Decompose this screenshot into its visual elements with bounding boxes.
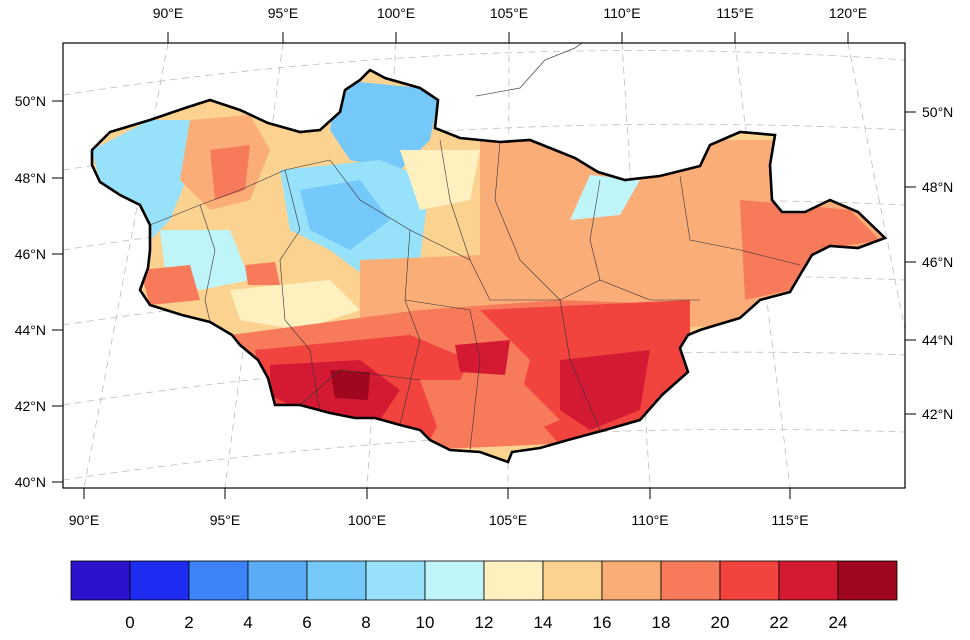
colorbar-segment xyxy=(719,560,780,601)
colorbar-segment xyxy=(424,560,485,601)
right-lat-label: 50°N xyxy=(922,104,953,120)
right-lat-label: 42°N xyxy=(922,406,953,422)
colorbar-tick-label: 18 xyxy=(652,613,671,632)
colorbar-tick-label: 4 xyxy=(243,613,252,632)
colorbar-segment xyxy=(542,560,603,601)
colorbar-tick-label: 12 xyxy=(475,613,494,632)
right-lat-label: 46°N xyxy=(922,254,953,270)
bottom-longitude-labels: 90°E 95°E 100°E 105°E 110°E 115°E xyxy=(69,488,809,528)
colorbar-tick-label: 22 xyxy=(770,613,789,632)
bottom-lon-label: 115°E xyxy=(771,512,808,528)
left-lat-label: 40°N xyxy=(15,474,46,490)
colorbar-segment xyxy=(483,560,544,601)
top-lon-label: 120°E xyxy=(829,5,867,21)
top-lon-label: 100°E xyxy=(377,5,415,21)
colorbar-tick-label: 14 xyxy=(534,613,553,632)
province-borders xyxy=(149,139,801,451)
colorbar-tick-labels: 0 2 4 6 8 10 12 14 16 18 20 22 24 xyxy=(125,613,847,632)
colorbar-tick-label: 24 xyxy=(829,613,848,632)
colorbar-segment xyxy=(837,560,898,601)
colorbar-tick-label: 20 xyxy=(711,613,730,632)
colorbar-segment xyxy=(129,560,190,601)
colorbar-tick-label: 10 xyxy=(416,613,435,632)
colorbar-segment xyxy=(365,560,426,601)
colorbar-segment xyxy=(188,560,249,601)
colorbar-tick-label: 0 xyxy=(125,613,134,632)
colorbar-tick-label: 2 xyxy=(184,613,193,632)
colorbar-tick-label: 6 xyxy=(302,613,311,632)
right-lat-label: 48°N xyxy=(922,179,953,195)
top-lon-label: 95°E xyxy=(268,5,299,21)
top-lon-label: 105°E xyxy=(490,5,528,21)
colorbar-segment xyxy=(247,560,308,601)
colorbar-segment xyxy=(660,560,721,601)
right-latitude-labels: 50°N 48°N 46°N 44°N 42°N xyxy=(905,104,953,422)
colorbar-segment xyxy=(306,560,367,601)
russia-border-line xyxy=(475,42,583,97)
colorbar-segment xyxy=(778,560,839,601)
colorbar-tick-label: 8 xyxy=(361,613,370,632)
colorbar xyxy=(70,560,898,601)
bottom-lon-label: 100°E xyxy=(348,512,386,528)
left-lat-label: 42°N xyxy=(15,398,46,414)
top-longitude-labels: 90°E 95°E 100°E 105°E 110°E 115°E 120°E xyxy=(153,5,867,43)
top-lon-label: 115°E xyxy=(716,5,753,21)
top-lon-label: 110°E xyxy=(603,5,640,21)
bottom-lon-label: 95°E xyxy=(210,512,241,528)
bottom-lon-label: 110°E xyxy=(631,512,668,528)
colorbar-tick-label: 16 xyxy=(593,613,612,632)
left-lat-label: 46°N xyxy=(15,246,46,262)
left-lat-label: 50°N xyxy=(15,93,46,109)
left-latitude-labels: 50°N 48°N 46°N 44°N 42°N 40°N xyxy=(15,93,63,490)
left-lat-label: 48°N xyxy=(15,170,46,186)
map-frame xyxy=(62,42,906,489)
bottom-lon-label: 105°E xyxy=(489,512,527,528)
colorbar-segment xyxy=(70,560,131,601)
left-lat-label: 44°N xyxy=(15,322,46,338)
top-lon-label: 90°E xyxy=(153,5,184,21)
right-lat-label: 44°N xyxy=(922,332,953,348)
colorbar-segment xyxy=(601,560,662,601)
bottom-lon-label: 90°E xyxy=(69,512,100,528)
